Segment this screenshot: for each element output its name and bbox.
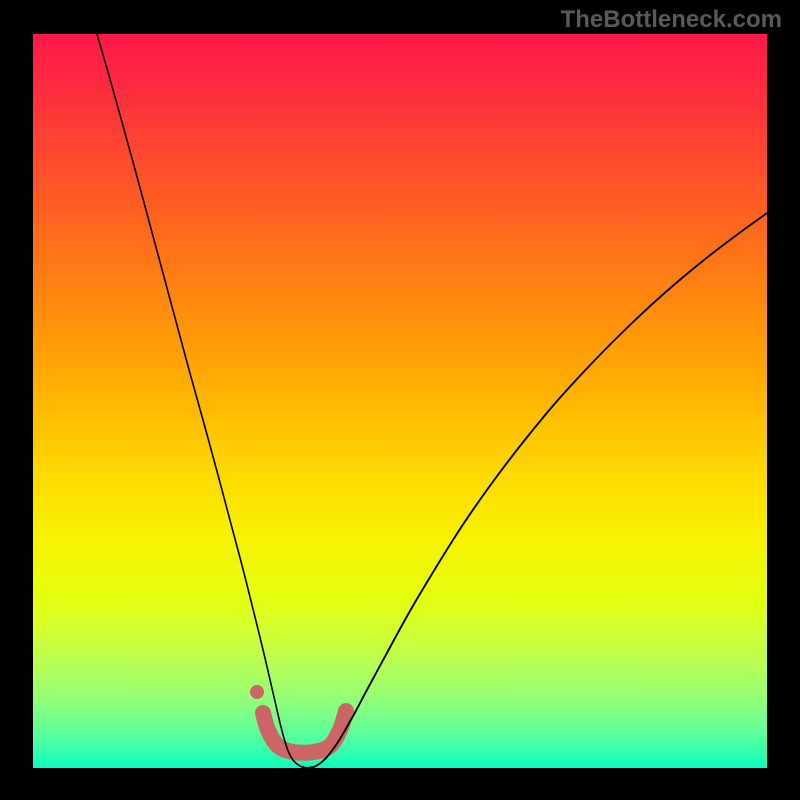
watermark-text: TheBottleneck.com	[561, 6, 782, 34]
curves-layer	[0, 0, 800, 800]
curve-left	[97, 34, 307, 768]
curve-right	[307, 213, 767, 768]
valley-marker-line	[263, 711, 346, 753]
valley-marker-dot	[250, 685, 264, 699]
chart-frame: TheBottleneck.com	[0, 0, 800, 800]
